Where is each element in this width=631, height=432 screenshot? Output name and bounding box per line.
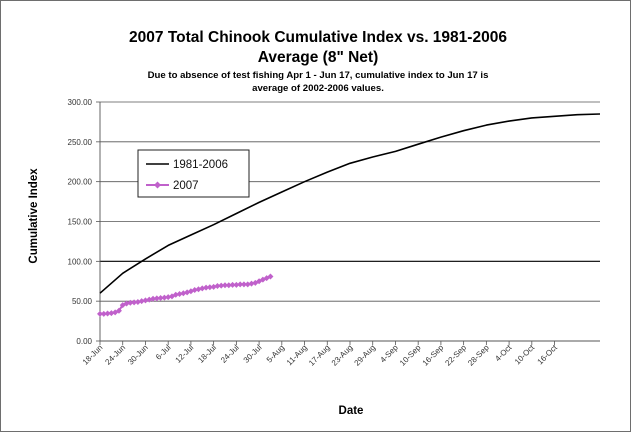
y-tick-label-1: 50.00 xyxy=(72,297,93,306)
y-tick-label-2: 100.00 xyxy=(68,257,93,266)
x-tick-label-5: 18-Jul xyxy=(196,343,218,365)
y-tick-label-3: 150.00 xyxy=(68,218,93,227)
y-tick-label-6: 300.00 xyxy=(68,98,93,107)
series-point-2007 xyxy=(240,281,247,288)
series-point-2007 xyxy=(218,282,225,289)
x-tick-label-10: 17-Aug xyxy=(307,343,332,368)
x-axis-title: Date xyxy=(339,405,364,417)
x-tick-label-6: 24-Jul xyxy=(219,343,241,365)
series-point-2007 xyxy=(127,299,134,306)
x-tick-label-14: 10-Sep xyxy=(398,343,423,368)
series-point-2007 xyxy=(222,282,228,289)
x-tick-label-8: 5-Aug xyxy=(265,343,286,364)
series-point-2007 xyxy=(267,273,274,280)
y-tick-label-0: 0.00 xyxy=(76,337,92,346)
x-tick-label-0: 18-Jun xyxy=(81,343,105,367)
series-point-2007 xyxy=(131,299,138,306)
axes xyxy=(96,101,600,345)
series-point-2007 xyxy=(203,284,210,291)
series-point-2007 xyxy=(237,281,244,288)
series-point-2007 xyxy=(115,307,122,314)
series-point-2007 xyxy=(229,281,236,288)
series-point-2007 xyxy=(157,294,164,301)
y-tick-label-4: 200.00 xyxy=(68,178,93,187)
series xyxy=(97,113,601,317)
x-tick-label-17: 28-Sep xyxy=(466,343,491,368)
chart-title-line-1: 2007 Total Chinook Cumulative Index vs. … xyxy=(129,29,507,46)
x-tick-label-9: 11-Aug xyxy=(285,343,309,367)
chart-subtitle-line-1: Due to absence of test fishing Apr 1 - J… xyxy=(148,70,489,81)
series-point-2007 xyxy=(225,282,232,289)
legend-box xyxy=(137,149,250,198)
chart-subtitle-line-2: average of 2002-2006 values. xyxy=(252,83,384,94)
series-line-2007 xyxy=(100,275,271,315)
gridlines xyxy=(100,101,600,302)
x-tick-label-12: 29-Aug xyxy=(353,343,378,368)
y-tick-label-5: 250.00 xyxy=(68,138,93,147)
legend-label-2007: 2007 xyxy=(173,180,199,192)
series-point-2007 xyxy=(206,284,213,291)
x-tick-label-19: 10-Oct xyxy=(513,343,537,367)
x-tick-label-1: 24-Jun xyxy=(103,343,127,367)
x-tick-label-15: 16-Sep xyxy=(421,343,446,368)
x-tick-label-7: 30-Jul xyxy=(242,343,264,365)
x-tick-label-18: 4-Oct xyxy=(493,343,514,364)
legend-label-1981-2006: 1981-2006 xyxy=(173,159,228,171)
x-tick-labels: 18-Jun 24-Jun 30-Jun 6-Jul 12-Jul 18-Jul 24-Ju… xyxy=(81,343,560,368)
y-tick-labels: 0.00 50.00 100.00 150.00 200.00 250.00 300.00 xyxy=(68,98,93,346)
x-tick-label-3: 6-Jul xyxy=(154,343,173,362)
x-tick-label-20: 16-Oct xyxy=(536,343,560,367)
series-point-2007 xyxy=(104,310,111,317)
x-tick-label-4: 12-Jul xyxy=(174,343,196,365)
x-tick-label-11: 23-Aug xyxy=(330,343,355,368)
series-line-1981-2006 xyxy=(99,113,601,294)
series-point-2007 xyxy=(233,281,240,288)
y-axis-title: Cumulative Index xyxy=(28,168,40,264)
legend: 1981-2006 2007 xyxy=(137,149,250,198)
chart-title-line-2: Average (8" Net) xyxy=(258,49,378,66)
legend-marker-2007 xyxy=(154,181,161,189)
series-point-2007 xyxy=(214,283,221,290)
series-point-2007 xyxy=(153,295,160,302)
x-tick-label-2: 30-Jun xyxy=(126,343,150,367)
x-tick-label-16: 22-Sep xyxy=(443,343,468,368)
series-point-2007 xyxy=(97,310,103,317)
series-point-2007 xyxy=(150,295,157,302)
series-point-2007 xyxy=(100,310,107,317)
series-point-2007 xyxy=(252,279,259,286)
series-point-2007 xyxy=(161,294,168,301)
